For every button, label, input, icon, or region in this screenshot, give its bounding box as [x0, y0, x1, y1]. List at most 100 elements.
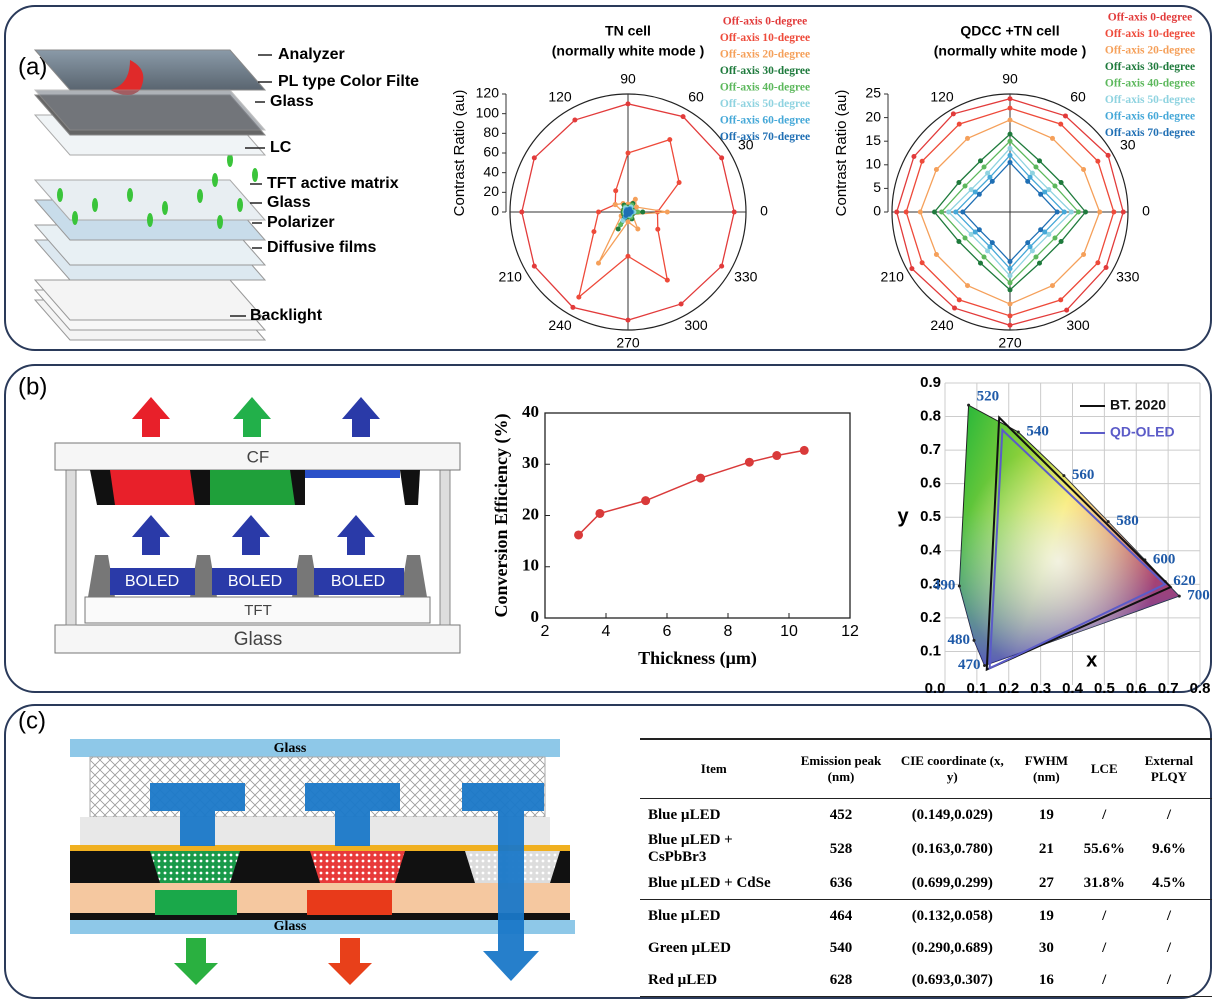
- polar-point: [952, 306, 957, 311]
- polar-point: [978, 261, 983, 266]
- polar-point: [956, 239, 961, 244]
- locus-point: [1062, 474, 1065, 477]
- y-tick-label: 10: [865, 156, 881, 172]
- data-point: [574, 530, 583, 539]
- angle-label: 60: [688, 88, 704, 104]
- polar-point: [634, 205, 639, 210]
- table-cell: /: [1083, 964, 1126, 997]
- locus-point: [1107, 520, 1110, 523]
- polar-point: [1059, 239, 1064, 244]
- layer-label: Polarizer: [267, 214, 335, 231]
- y-tick-label: 0.6: [920, 475, 941, 492]
- polar-point: [1008, 302, 1013, 307]
- polar-point: [655, 227, 660, 232]
- angle-label: 0: [760, 203, 768, 219]
- layer-label: Glass: [270, 93, 314, 110]
- polar-point: [1008, 323, 1013, 328]
- legend-entry: Off-axis 10-degree: [1105, 28, 1195, 40]
- polar-point: [732, 210, 737, 215]
- wavelength-label: 700: [1187, 588, 1210, 604]
- locus-point: [983, 664, 986, 667]
- polar-point: [596, 210, 601, 215]
- y-tick-label: 40: [522, 402, 539, 421]
- polar-point: [1095, 159, 1100, 164]
- polar-point: [576, 295, 581, 300]
- polar-point: [626, 101, 631, 106]
- polar-point: [1106, 153, 1111, 158]
- polar-point: [956, 180, 961, 185]
- legend-entry: Off-axis 40-degree: [720, 82, 810, 94]
- legend-entry: Off-axis 0-degree: [723, 16, 807, 28]
- y-tick-label: 0: [531, 607, 540, 626]
- angle-label: 90: [620, 71, 636, 87]
- polar-point: [1008, 146, 1013, 151]
- angle-label: 240: [930, 317, 954, 333]
- y-tick-label: 15: [865, 132, 881, 148]
- table-cell: /: [1083, 900, 1126, 933]
- data-point: [800, 446, 809, 455]
- wavelength-label: 490: [933, 577, 956, 593]
- polar-point: [679, 301, 684, 306]
- wavelength-label: 560: [1072, 467, 1095, 483]
- polar-point: [1008, 266, 1013, 271]
- wavelength-label: 620: [1173, 573, 1196, 589]
- table-cell: Green µLED: [640, 932, 788, 964]
- polar-point: [982, 165, 987, 170]
- polar-point: [596, 261, 601, 266]
- polar-point: [1008, 96, 1013, 101]
- table-row: Red µLED628(0.693,0.307)16//: [640, 964, 1212, 997]
- polar-point: [1038, 192, 1043, 197]
- polar-point: [1052, 235, 1057, 240]
- polar-point: [618, 222, 623, 227]
- y-tick-label: 0.8: [920, 408, 941, 425]
- emitter-label: BOLED: [125, 573, 179, 590]
- y-axis-label: Contrast Ratio (au): [451, 90, 468, 217]
- x-tick-label: 4: [602, 623, 611, 640]
- polar-point: [920, 159, 925, 164]
- micro-led-stack: [70, 739, 575, 985]
- layer-label: TFT: [244, 602, 272, 619]
- chart-subtitle: (normally white mode ): [934, 43, 1086, 59]
- polar-point: [1037, 158, 1042, 163]
- wavelength-label: 480: [948, 632, 971, 648]
- x-tick-label: 0.4: [1062, 680, 1084, 697]
- polar-point: [1097, 210, 1102, 215]
- table-cell: (0.149,0.029): [894, 799, 1010, 832]
- polar-point: [965, 283, 970, 288]
- polar-point: [1008, 117, 1013, 122]
- polar-point: [1081, 167, 1086, 172]
- polar-point: [977, 227, 982, 232]
- table-cell: 27: [1010, 867, 1083, 900]
- table-cell: (0.693,0.307): [894, 964, 1010, 997]
- data-point: [641, 496, 650, 505]
- x-tick-label: 6: [663, 623, 672, 640]
- y-tick-label: 100: [476, 104, 500, 120]
- table-cell: 55.6%: [1083, 831, 1126, 867]
- angle-label: 120: [548, 88, 572, 104]
- legend-entry: Off-axis 70-degree: [1105, 127, 1195, 139]
- polar-point: [1050, 136, 1055, 141]
- wavelength-label: 580: [1116, 513, 1139, 529]
- table-cell: 528: [788, 831, 895, 867]
- table-cell: 19: [1010, 900, 1083, 933]
- polar-point: [626, 151, 631, 156]
- polar-point: [665, 278, 670, 283]
- emitter-label: BOLED: [331, 573, 385, 590]
- polar-point: [990, 179, 995, 184]
- polar-point: [572, 118, 577, 123]
- table-cell: Blue µLED: [640, 799, 788, 832]
- polar-point: [627, 210, 632, 215]
- legend-entry: Off-axis 30-degree: [720, 65, 810, 77]
- table-cell: 540: [788, 932, 895, 964]
- polar-point: [1076, 210, 1081, 215]
- y-tick-label: 40: [483, 163, 499, 179]
- x-tick-label: 0.7: [1158, 680, 1179, 697]
- legend-entry: Off-axis 40-degree: [1105, 78, 1195, 90]
- angle-label: 330: [734, 269, 758, 285]
- locus-point: [967, 404, 970, 407]
- angle-label: 270: [998, 335, 1022, 351]
- polar-point: [570, 305, 575, 310]
- polar-point: [1064, 308, 1069, 313]
- polar-point: [963, 184, 968, 189]
